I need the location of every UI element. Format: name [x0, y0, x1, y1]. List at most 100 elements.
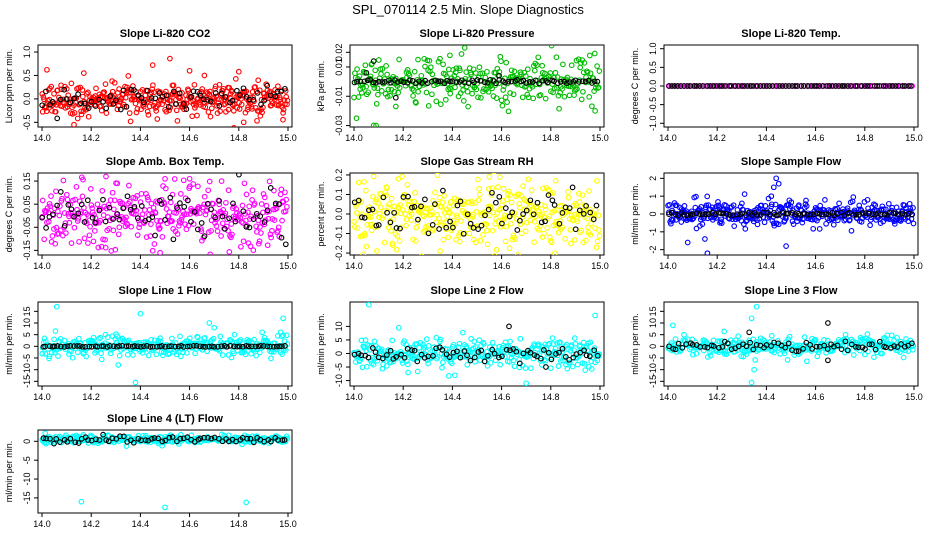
data-point — [170, 236, 177, 243]
data-points — [39, 55, 291, 127]
data-point — [527, 197, 534, 204]
data-point — [422, 63, 428, 70]
data-point — [746, 329, 753, 336]
data-point — [240, 119, 247, 126]
data-point — [88, 98, 95, 105]
data-point — [433, 219, 440, 226]
data-point — [542, 95, 549, 102]
x-tick-label: 14.2 — [82, 519, 100, 529]
data-point — [557, 78, 564, 85]
data-point — [499, 353, 505, 360]
data-point — [801, 334, 808, 340]
data-point — [415, 88, 421, 95]
data-point — [201, 193, 208, 200]
data-point — [39, 197, 46, 204]
data-point — [580, 88, 586, 95]
data-point — [751, 366, 757, 373]
data-point — [451, 202, 457, 209]
data-point — [283, 196, 290, 203]
data-point — [877, 211, 884, 218]
x-tick-label: 14.0 — [659, 133, 677, 143]
data-point — [232, 218, 239, 225]
data-point — [520, 350, 527, 357]
y-tick-label: 0.5 — [648, 61, 658, 74]
data-point — [542, 203, 548, 209]
data-point — [423, 348, 429, 355]
data-point — [87, 432, 94, 439]
data-point — [474, 77, 481, 83]
data-point — [76, 343, 83, 349]
data-point — [177, 435, 184, 442]
data-point — [587, 231, 594, 238]
data-point — [201, 434, 207, 441]
y-tick-label: -0.1 — [334, 226, 344, 242]
data-point — [161, 200, 168, 207]
data-point — [378, 88, 385, 94]
data-point — [730, 202, 737, 209]
data-point — [97, 217, 104, 224]
x-tick-label: 15.0 — [591, 261, 609, 271]
data-point — [365, 354, 372, 361]
data-point — [378, 71, 384, 77]
figure-title: SPL_070114 2.5 Min. Slope Diagnostics — [352, 2, 584, 17]
y-tick-label: 0.2 — [334, 169, 344, 182]
data-point — [447, 218, 453, 225]
x-tick-label: 14.0 — [33, 133, 51, 143]
data-point — [247, 243, 254, 250]
y-axis-label: ml/min per min. — [4, 313, 14, 375]
y-tick-label: -1.0 — [648, 116, 658, 132]
data-point — [596, 351, 603, 358]
y-tick-label: -0.01 — [334, 86, 344, 107]
data-point — [201, 72, 208, 79]
data-point — [415, 56, 421, 63]
data-point — [542, 357, 549, 364]
data-point — [358, 355, 364, 362]
data-point — [229, 231, 235, 238]
x-tick-label: 15.0 — [905, 261, 923, 271]
data-point — [44, 66, 50, 73]
data-point — [172, 343, 179, 350]
data-point — [387, 347, 394, 354]
data-point — [177, 220, 183, 226]
data-point — [832, 206, 838, 212]
data-point — [793, 348, 800, 354]
data-point — [478, 222, 485, 229]
data-point — [512, 236, 519, 242]
data-point — [496, 69, 503, 75]
data-point — [432, 201, 438, 207]
data-point — [461, 45, 468, 51]
data-point — [502, 79, 508, 86]
data-point — [210, 335, 217, 342]
data-point — [803, 197, 809, 204]
data-point — [207, 98, 214, 105]
data-point — [145, 112, 152, 118]
data-point — [405, 369, 411, 376]
x-tick-label: 14.8 — [856, 133, 874, 143]
data-point — [700, 347, 707, 354]
data-point — [251, 200, 258, 207]
data-point — [760, 209, 767, 216]
data-point — [596, 233, 603, 239]
data-point — [502, 238, 509, 245]
data-point — [510, 91, 517, 98]
x-tick-label: 14.6 — [181, 519, 199, 529]
data-point — [358, 352, 365, 359]
data-point — [254, 117, 260, 124]
data-point — [421, 354, 428, 361]
data-point — [859, 210, 866, 216]
data-point — [429, 91, 435, 98]
data-point — [418, 203, 424, 210]
data-point — [505, 78, 512, 85]
data-point — [240, 208, 247, 215]
data-point — [583, 203, 589, 209]
data-point — [243, 191, 250, 198]
data-point — [102, 236, 108, 243]
data-point — [436, 226, 442, 232]
data-point — [370, 361, 377, 368]
data-points — [351, 302, 603, 386]
data-point — [277, 96, 284, 103]
data-point — [64, 196, 71, 203]
data-point — [206, 178, 213, 185]
data-point — [481, 79, 488, 85]
x-tick-label: 14.8 — [542, 133, 560, 143]
